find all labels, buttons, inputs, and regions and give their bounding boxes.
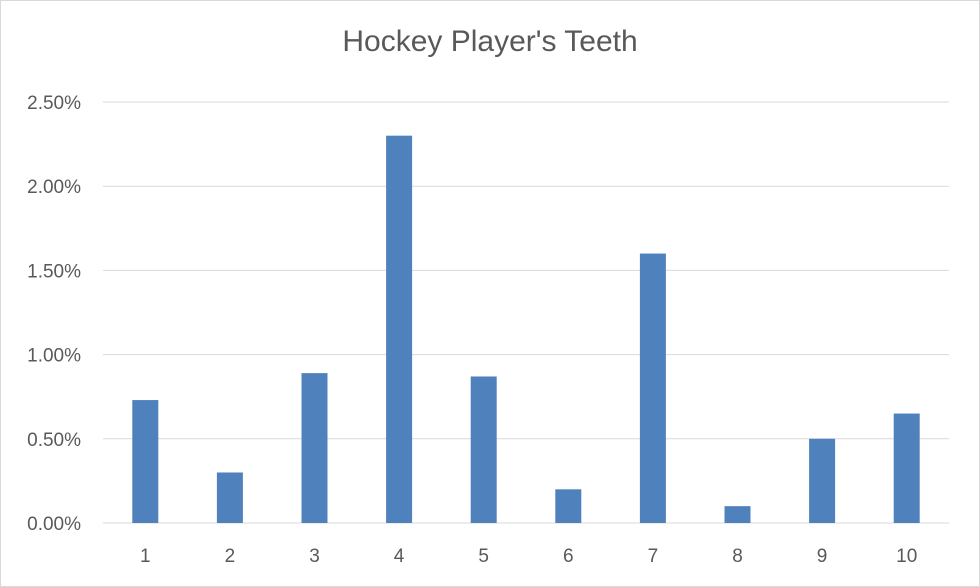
- gridlines: [103, 101, 949, 524]
- x-tick-label: 2: [225, 546, 236, 567]
- y-tick-label: 2.50%: [27, 93, 81, 114]
- y-tick-label: 0.00%: [27, 514, 81, 535]
- bar-2: [216, 472, 243, 523]
- x-tick-label: 6: [563, 546, 574, 567]
- x-tick-label: 3: [309, 546, 320, 567]
- y-tick-label: 2.00%: [27, 177, 81, 198]
- bar-10: [893, 413, 920, 523]
- y-tick-label: 1.50%: [27, 261, 81, 282]
- bar-3: [301, 373, 328, 523]
- chart-title: Hockey Player's Teeth: [342, 25, 638, 58]
- x-axis-tick-labels: 1 2 3 4 5 6 7 8 9 10: [140, 546, 917, 567]
- bar-7: [639, 253, 666, 523]
- bars: [132, 135, 920, 523]
- bar-8: [724, 506, 751, 523]
- x-tick-label: 8: [732, 546, 743, 567]
- x-tick-label: 10: [896, 546, 917, 567]
- bar-1: [132, 400, 159, 523]
- bar-4: [386, 135, 413, 523]
- bar-5: [470, 376, 497, 523]
- x-tick-label: 7: [648, 546, 659, 567]
- bar-9: [809, 438, 836, 523]
- x-tick-label: 1: [140, 546, 151, 567]
- x-tick-label: 9: [817, 546, 828, 567]
- y-axis-tick-labels: 0.00% 0.50% 1.00% 1.50% 2.00% 2.50%: [27, 93, 81, 535]
- bar-6: [555, 489, 582, 523]
- y-tick-label: 0.50%: [27, 430, 81, 451]
- x-tick-label: 4: [394, 546, 405, 567]
- x-tick-label: 5: [478, 546, 489, 567]
- y-tick-label: 1.00%: [27, 346, 81, 367]
